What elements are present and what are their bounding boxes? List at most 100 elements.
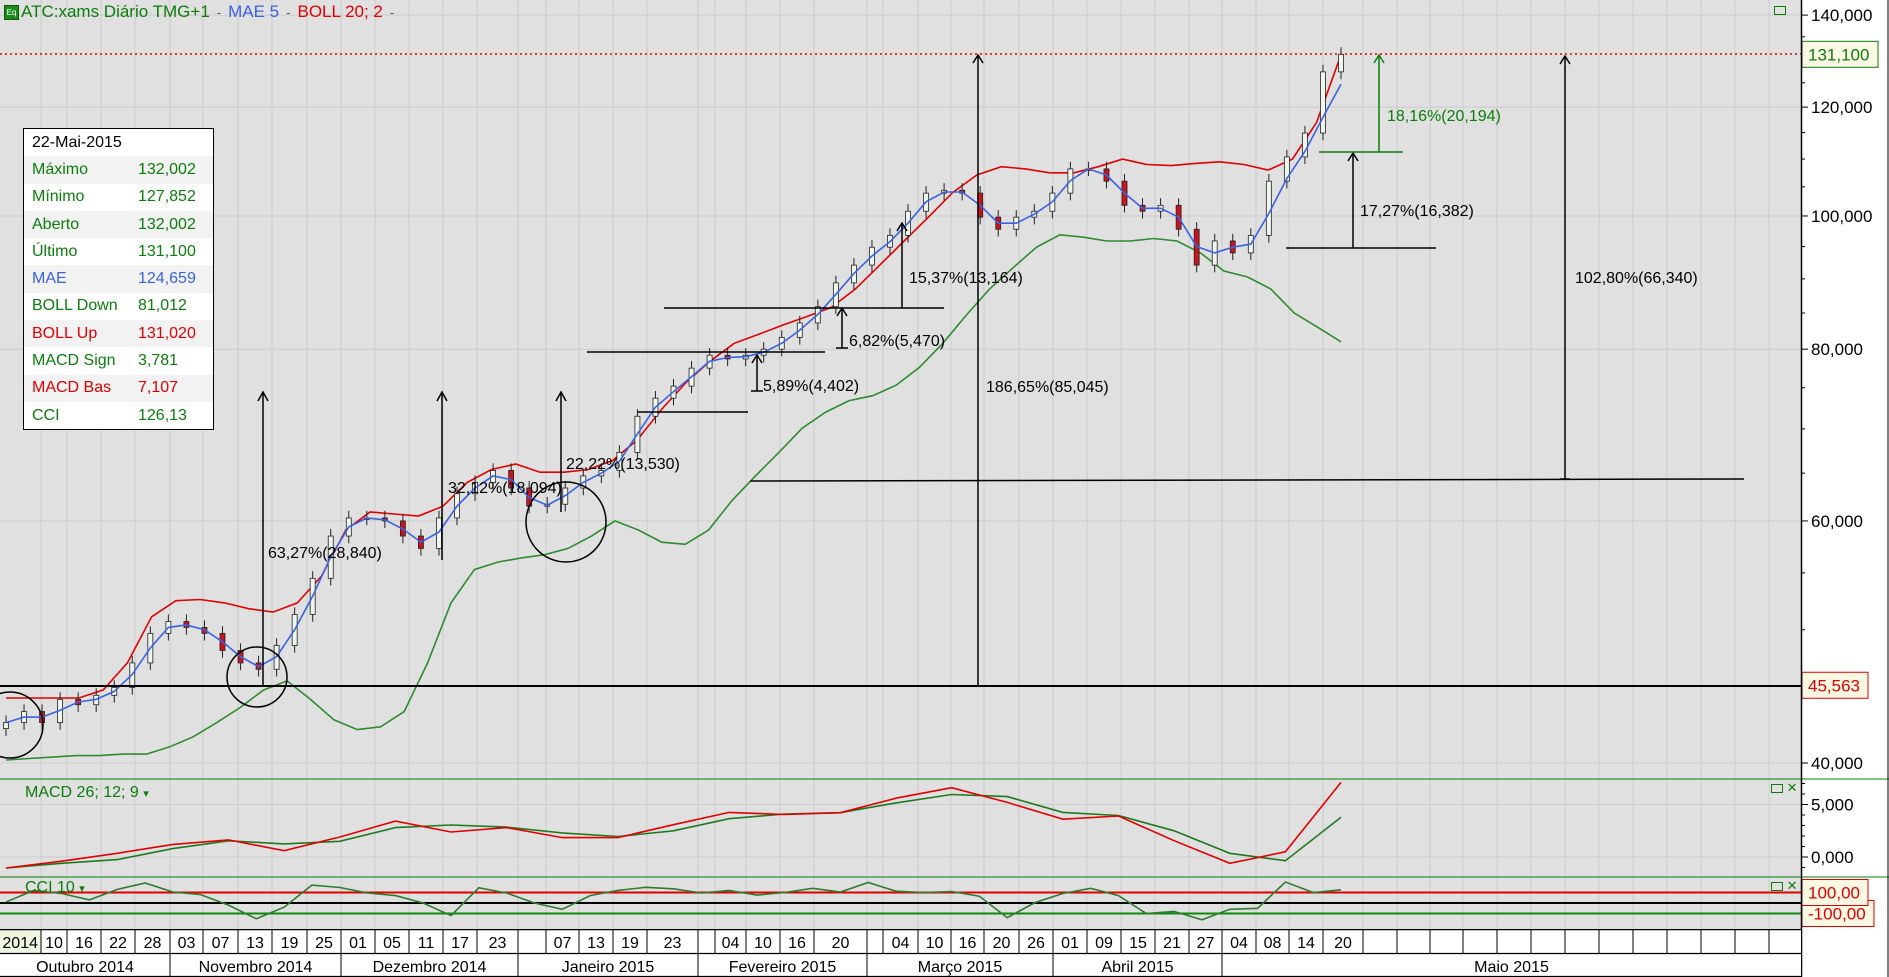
x-day-label: 21	[1163, 935, 1181, 952]
info-label: Aberto	[32, 215, 80, 233]
x-day-label: 2014	[2, 935, 38, 952]
y-tick-label: 80,000	[1811, 340, 1863, 359]
boll-down-line	[5, 233, 1342, 761]
arrow-measure-10[interactable]: 18,16%(20,194)	[1373, 53, 1501, 152]
info-row: MACD Sign 3,781	[24, 347, 213, 374]
price-axis[interactable]	[1801, 0, 1889, 977]
maximize-icon[interactable]	[1771, 784, 1783, 794]
macd-panel-label[interactable]: MACD 26; 12; 9 ▾	[25, 784, 149, 802]
chevron-down-icon[interactable]: ▾	[79, 883, 85, 895]
equity-icon: Eq	[4, 4, 19, 20]
x-day-label: 08	[1264, 935, 1282, 952]
x-day-label: 13	[587, 935, 605, 952]
x-day-label: 16	[788, 935, 806, 952]
cci-upper-box-text: 100,00	[1808, 884, 1860, 903]
circle-marker[interactable]	[0, 691, 44, 759]
x-day-label: 20	[993, 935, 1011, 952]
x-day-label: 28	[144, 935, 162, 952]
x-day-label: 01	[1061, 935, 1079, 952]
arrow-measure-7[interactable]: 186,65%(85,045)	[972, 53, 1109, 686]
cci-panel[interactable]	[0, 881, 1801, 921]
x-day-label: 26	[1027, 935, 1045, 952]
info-label: Mínimo	[32, 188, 85, 206]
symbol-menu-dropdown[interactable]: -	[216, 4, 222, 20]
arrow-measure-9[interactable]: 17,27%(16,382)	[1347, 151, 1474, 248]
arrow-measure-8[interactable]: 102,80%(66,340)	[1559, 54, 1698, 480]
x-day-label: 19	[281, 935, 299, 952]
macd-panel[interactable]	[5, 781, 1342, 869]
arrow-measure-3[interactable]: 22,22%(13,530)	[555, 390, 680, 512]
circle-marker[interactable]	[525, 481, 607, 563]
indicator-boll[interactable]: BOLL 20; 2	[297, 2, 383, 21]
drawings-layer: 63,27%(28,840) 32,12%(18,094) 22,22%(13,…	[0, 53, 1801, 759]
measure-label: 186,65%(85,045)	[986, 379, 1109, 396]
chevron-down-icon[interactable]: ▾	[143, 788, 149, 800]
candle	[1320, 64, 1326, 141]
indicator-mae[interactable]: MAE 5	[228, 2, 280, 21]
info-value: 126,13	[138, 406, 187, 424]
measure-label: 63,27%(28,840)	[268, 545, 382, 562]
x-day-label: 15	[1129, 935, 1147, 952]
measure-label: 17,27%(16,382)	[1360, 203, 1474, 220]
boll-menu-dropdown[interactable]: -	[389, 4, 395, 20]
maximize-main-button[interactable]	[1774, 2, 1786, 17]
x-month-label: Fevereiro 2015	[729, 959, 837, 976]
arrow-measure-2[interactable]: 32,12%(18,094)	[436, 390, 562, 560]
x-month-label: Novembro 2014	[199, 959, 313, 976]
maximize-icon[interactable]	[1771, 882, 1783, 892]
info-row: Mínimo 127,852	[24, 184, 213, 211]
info-label: Último	[32, 242, 78, 260]
x-day-label: 11	[418, 935, 435, 952]
x-day-label: 19	[621, 935, 639, 952]
measure-label: 32,12%(18,094)	[448, 480, 562, 497]
arrow-measure-4[interactable]: 5,89%(4,402)	[751, 353, 859, 395]
support-price-box-text: 45,563	[1808, 676, 1860, 695]
measure-label: 102,80%(66,340)	[1575, 270, 1698, 287]
x-day-label: 05	[383, 935, 401, 952]
mae-line	[5, 83, 1342, 724]
x-month-label: Março 2015	[918, 959, 1003, 976]
macd-tick-label: 0,000	[1811, 848, 1854, 867]
x-day-label: 10	[926, 935, 944, 952]
info-value: 132,002	[138, 215, 196, 233]
x-day-label: 04	[1230, 935, 1248, 952]
candle	[3, 715, 9, 736]
support-price-box: 45,563	[1801, 671, 1869, 699]
info-value: 131,020	[138, 324, 196, 342]
candle	[1265, 174, 1272, 243]
date-axis[interactable]: 2014 10 16 22 28 03 07 13 19 25 01 05 11 17 23 07 13 19 23…	[0, 929, 1801, 977]
data-window: 22-Mai-2015 Máximo 132,002 Mínimo 127,852 Ab…	[23, 128, 214, 431]
info-label: MACD Bas	[32, 379, 112, 397]
date-cursor-highlight	[0, 930, 41, 953]
circle-marker[interactable]	[226, 646, 288, 708]
info-value: 3,781	[138, 352, 179, 370]
info-label: MAE	[32, 270, 67, 288]
close-icon[interactable]: ✕	[1786, 878, 1798, 893]
info-value: 124,659	[138, 270, 196, 288]
arrow-measure-6[interactable]: 15,37%(13,164)	[896, 221, 1023, 308]
measure-label: 5,89%(4,402)	[763, 378, 859, 395]
arrow-measure-1[interactable]: 63,27%(28,840)	[257, 390, 382, 686]
info-date-row: 22-Mai-2015	[24, 129, 213, 156]
x-day-label: 20	[1334, 935, 1352, 952]
mae-menu-dropdown[interactable]: -	[286, 4, 291, 20]
cci-panel-label[interactable]: CCI 10 ▾	[25, 879, 85, 897]
info-row: BOLL Up 131,020	[24, 320, 213, 348]
measure-label: 6,82%(5,470)	[849, 333, 945, 350]
maximize-icon	[1774, 6, 1786, 16]
close-icon[interactable]: ✕	[1786, 780, 1798, 795]
symbol-title[interactable]: ATC:xams Diário TMG+1	[21, 2, 210, 21]
chart-header: Eq ATC:xams Diário TMG+1 - MAE 5 - BOLL …	[4, 2, 401, 22]
info-row: MAE 124,659	[24, 265, 213, 293]
macd-panel-controls: ✕	[1771, 780, 1798, 796]
last-price-box: 131,100	[1801, 40, 1879, 68]
info-label: BOLL Up	[32, 324, 98, 342]
macd-label-text: MACD 26; 12; 9	[25, 784, 139, 801]
price-panel[interactable]	[3, 47, 1344, 761]
level-line[interactable]	[749, 478, 1745, 482]
y-tick-label: 120,000	[1811, 98, 1872, 117]
info-row: BOLL Down 81,012	[24, 293, 213, 320]
x-day-label: 27	[1197, 935, 1215, 952]
arrow-measure-5[interactable]: 6,82%(5,470)	[836, 306, 945, 350]
